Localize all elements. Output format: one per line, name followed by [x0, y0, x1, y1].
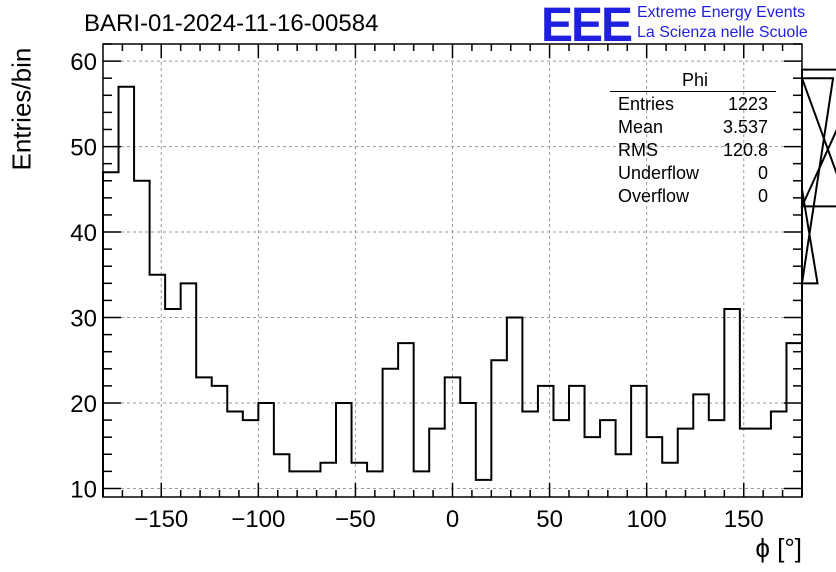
- x-tick-label: −100: [231, 506, 285, 533]
- x-axis-label: ϕ [°]: [755, 533, 802, 563]
- stats-value: 0: [757, 186, 768, 206]
- x-tick-label: −50: [335, 506, 376, 533]
- logo-caption-line2: La Scienza nelle Scuole: [637, 24, 808, 41]
- y-tick-label: 10: [70, 476, 97, 503]
- chart-title: BARI-01-2024-11-16-00584: [84, 10, 379, 37]
- y-tick-label: 30: [70, 306, 97, 333]
- stats-value: 3.537: [722, 117, 768, 137]
- histogram-bars: [102, 68, 836, 497]
- stats-value: 0: [757, 163, 768, 183]
- stats-row-mean: Mean 3.537: [612, 116, 778, 139]
- x-tick-label: 100: [627, 506, 667, 533]
- y-tick-label: 40: [70, 220, 97, 247]
- stats-title: Phi: [681, 70, 708, 90]
- y-axis-ticks: 10 20 30 40 50 60: [70, 43, 802, 503]
- stats-key: RMS: [618, 140, 658, 160]
- y-tick-label: 20: [70, 391, 97, 418]
- stats-divider: [610, 91, 776, 92]
- stats-box: Phi Entries 1223 Mean 3.537 RMS 120.8 Un…: [610, 70, 778, 208]
- y-axis-label: Entries/bin: [6, 47, 37, 171]
- stats-value: 1223: [727, 94, 768, 114]
- stats-key: Entries: [618, 94, 675, 114]
- stats-value: 120.8: [722, 140, 768, 160]
- stats-row-rms: RMS 120.8: [612, 139, 778, 162]
- eee-logo: EEE: [541, 0, 633, 52]
- stats-row-overflow: Overflow 0: [612, 185, 778, 208]
- y-tick-label: 60: [70, 49, 97, 76]
- x-tick-label: 0: [446, 506, 459, 533]
- logo-caption-line1: Extreme Energy Events: [637, 4, 806, 21]
- stats-row-underflow: Underflow 0: [612, 162, 778, 185]
- x-axis-ticks: −150 −100 −50 0 50 100 150: [121, 44, 784, 533]
- stats-key: Overflow: [618, 186, 690, 206]
- stats-key: Mean: [618, 117, 664, 137]
- stats-row-entries: Entries 1223: [612, 93, 778, 116]
- stats-key: Underflow: [618, 163, 700, 183]
- logo-caption: Extreme Energy Events La Scienza nelle S…: [637, 3, 808, 43]
- x-tick-label: −150: [134, 506, 188, 533]
- grid-lines: [103, 44, 802, 497]
- y-tick-label: 50: [70, 135, 97, 162]
- x-tick-label: 150: [724, 506, 764, 533]
- x-tick-label: 50: [536, 506, 563, 533]
